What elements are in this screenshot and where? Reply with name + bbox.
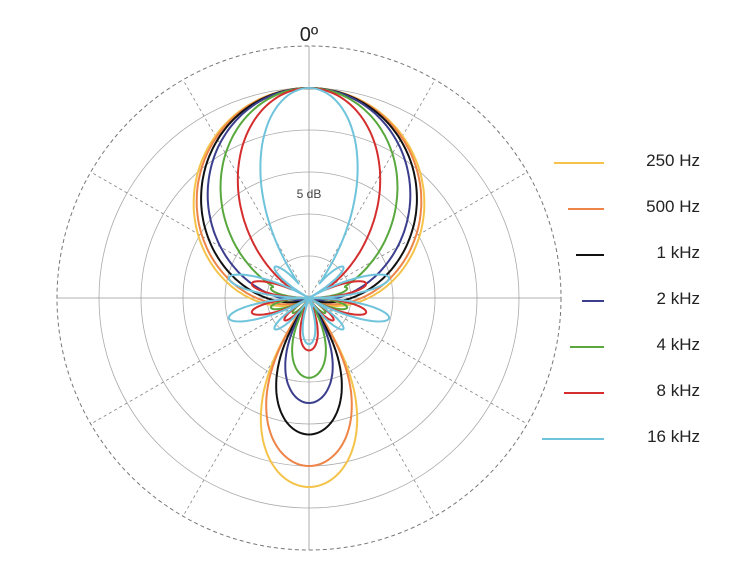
legend-swatch (582, 300, 604, 302)
legend-label: 250 Hz (646, 151, 700, 170)
legend-swatch (570, 346, 604, 348)
series-curve-500-hz (195, 87, 423, 467)
legend-swatch (554, 162, 604, 164)
polar-curves (192, 87, 426, 488)
legend-label: 8 kHz (656, 381, 700, 400)
series-curve-2-khz (206, 87, 412, 404)
grid-spoke (308, 297, 528, 425)
legend-item: 8 kHz (540, 381, 730, 427)
legend-label: 16 kHz (647, 427, 700, 446)
series-curve-4-khz (219, 87, 399, 379)
legend-label: 500 Hz (646, 197, 700, 216)
series-curve-1-khz (200, 87, 418, 436)
grid-spoke (90, 297, 310, 425)
series-curve-250-hz (192, 87, 426, 488)
legend-item: 1 kHz (540, 243, 730, 289)
legend-item: 500 Hz (540, 197, 730, 243)
legend-swatch (542, 438, 604, 440)
legend-swatch (564, 392, 604, 394)
grid-spoke (182, 79, 310, 299)
legend-item: 250 Hz (540, 151, 730, 197)
series-curve-16-khz (227, 87, 391, 346)
legend-label: 1 kHz (656, 243, 700, 262)
grid-spoke (90, 171, 310, 299)
ring-label: 5 dB (297, 187, 322, 201)
legend-swatch (576, 254, 604, 256)
legend-swatch (568, 208, 604, 210)
legend-item: 16 kHz (540, 427, 730, 473)
angle-label-0deg: 0º (300, 24, 319, 46)
legend-item: 2 kHz (540, 289, 730, 335)
grid-spoke (308, 79, 436, 299)
series-curve-8-khz (236, 87, 382, 352)
legend-item: 4 kHz (540, 335, 730, 381)
grid-spoke (308, 171, 528, 299)
legend-label: 2 kHz (656, 289, 700, 308)
legend: 250 Hz 500 Hz 1 kHz 2 kHz 4 kHz 8 kHz 16 kHz (540, 151, 730, 473)
legend-label: 4 kHz (656, 335, 700, 354)
